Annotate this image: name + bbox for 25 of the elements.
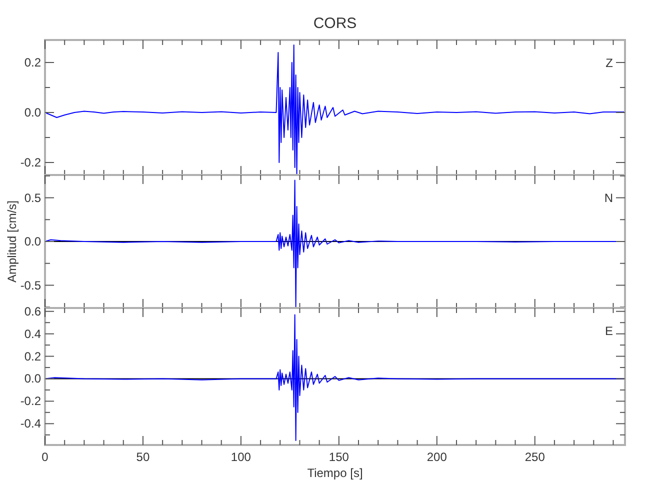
y-tick-label: -0.5 xyxy=(20,278,42,292)
y-tick-label: 0.4 xyxy=(24,326,42,341)
y-tick-label: 0.2 xyxy=(24,56,42,70)
y-tick-label: -0.2 xyxy=(20,156,42,170)
x-tick-label: 100 xyxy=(230,450,252,464)
annotation: N xyxy=(604,191,613,205)
y-tick-label: 0.2 xyxy=(24,349,42,364)
annotation: E xyxy=(604,324,613,338)
x-axis-title: Tiempo [s] xyxy=(307,466,363,480)
y-axis-title: Amplitud [cm/s] xyxy=(5,200,19,283)
x-tick-label: 150 xyxy=(328,450,350,464)
line-series xyxy=(44,44,626,176)
x-tick-label: 250 xyxy=(524,450,546,464)
x-tick-label: 200 xyxy=(426,450,448,464)
y-tick-label: 0.0 xyxy=(24,234,42,248)
y-tick-label: 0.5 xyxy=(24,190,42,205)
annotation: Z xyxy=(606,56,613,70)
x-tick-label: 50 xyxy=(136,450,150,464)
y-tick-label: 0.6 xyxy=(24,304,42,318)
y-tick-label: 0.0 xyxy=(24,372,42,386)
chart-title: CORS xyxy=(313,15,357,32)
y-tick-label: -0.4 xyxy=(20,416,42,431)
x-tick-label: 0 xyxy=(42,450,49,464)
y-tick-label: -0.2 xyxy=(20,394,42,408)
y-tick-label: 0.0 xyxy=(24,106,42,120)
